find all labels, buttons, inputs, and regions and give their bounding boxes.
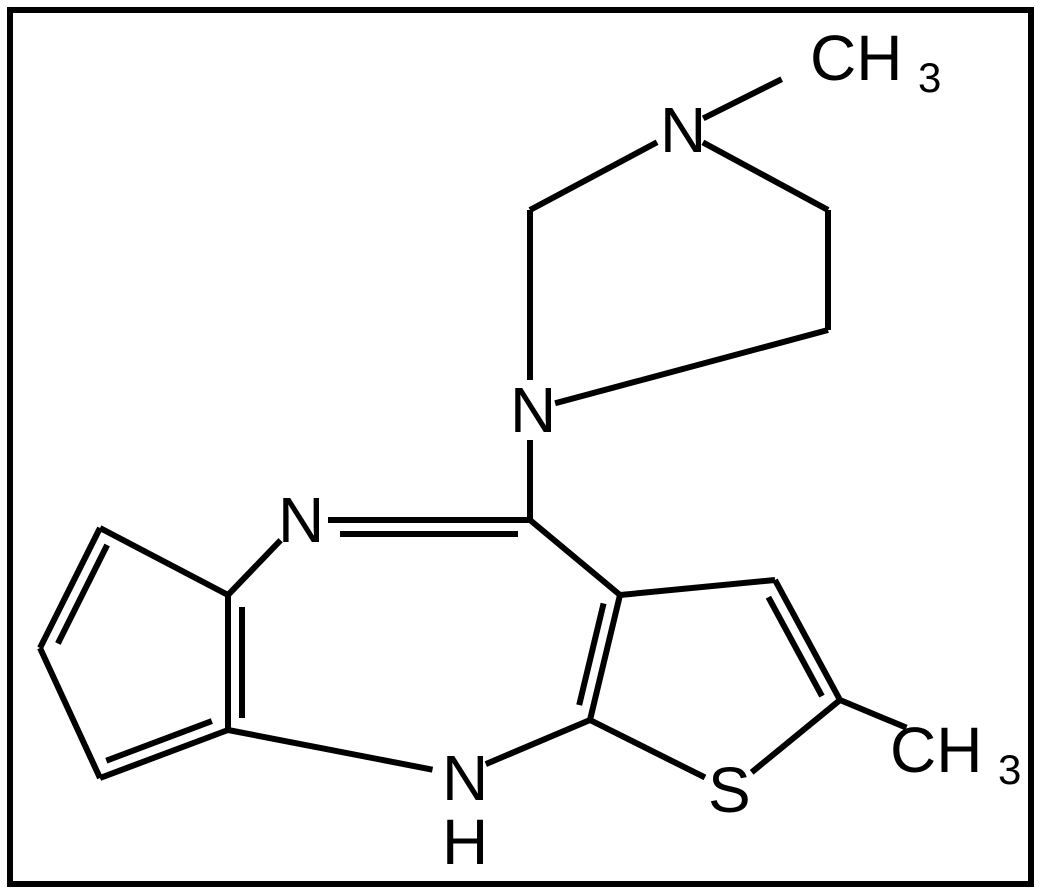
- atom-label: N: [660, 94, 706, 166]
- bond: [590, 595, 620, 720]
- bond: [555, 330, 828, 403]
- molecule-diagram: NNCH3NNHSCH3: [0, 0, 1041, 894]
- bond: [228, 730, 433, 770]
- bond: [703, 79, 781, 118]
- bond: [40, 528, 100, 648]
- atom-label: N: [278, 484, 324, 556]
- atom-label: CH: [810, 22, 902, 94]
- bonds-layer: [40, 79, 906, 778]
- bond: [590, 720, 705, 777]
- atom-label: H: [442, 806, 488, 878]
- bond: [486, 720, 590, 764]
- bond: [703, 142, 828, 210]
- bond: [40, 648, 100, 778]
- atom-label: CH: [890, 714, 982, 786]
- bond: [100, 528, 228, 595]
- atom-label: N: [442, 742, 488, 814]
- bond: [775, 580, 840, 700]
- atom-label: 3: [918, 54, 941, 101]
- bond: [530, 142, 657, 210]
- bond: [228, 540, 281, 595]
- bond: [530, 520, 620, 595]
- bond: [620, 580, 775, 595]
- atom-label: S: [708, 754, 751, 826]
- atom-label: 3: [998, 746, 1021, 793]
- bond: [752, 700, 840, 772]
- atom-label: N: [510, 374, 556, 446]
